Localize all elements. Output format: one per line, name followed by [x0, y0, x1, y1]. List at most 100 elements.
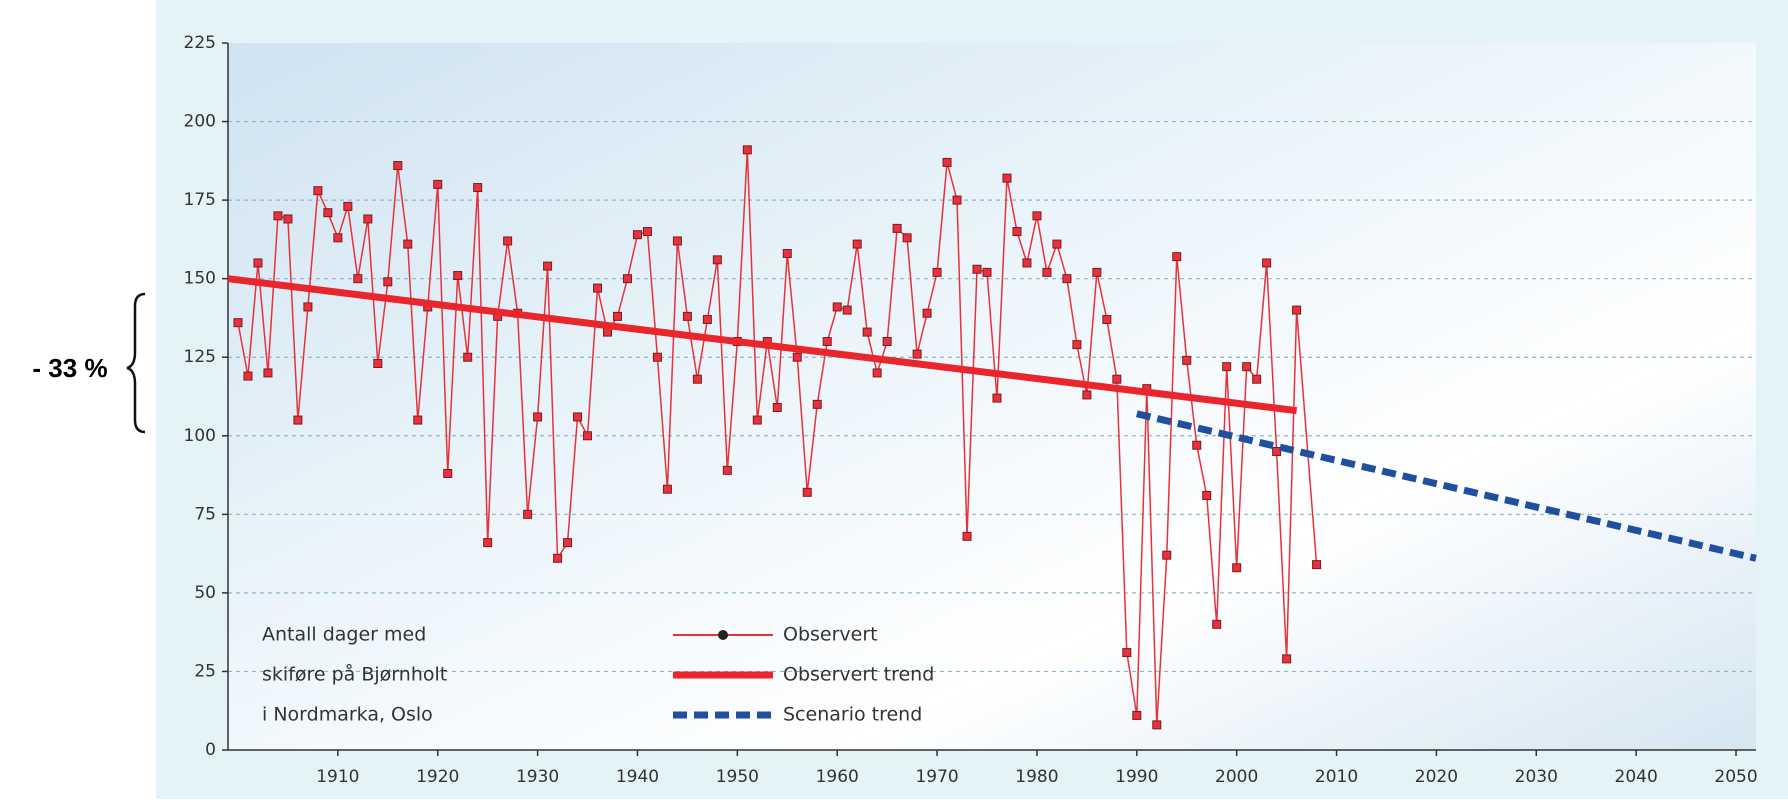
y-tick-label: 125: [184, 347, 216, 367]
data-point: [753, 416, 761, 424]
data-point: [1053, 240, 1061, 248]
x-tick-label: 2020: [1415, 767, 1458, 787]
y-tick-label: 150: [184, 269, 216, 289]
data-point: [1113, 375, 1121, 383]
data-point: [883, 338, 891, 346]
x-tick-label: 2030: [1515, 767, 1558, 787]
data-point: [793, 353, 801, 361]
data-point: [1263, 259, 1271, 267]
data-point: [414, 416, 422, 424]
data-point: [1273, 447, 1281, 455]
data-point: [993, 394, 1001, 402]
data-point: [1253, 375, 1261, 383]
data-point: [1013, 228, 1021, 236]
data-point: [723, 466, 731, 474]
data-point: [953, 196, 961, 204]
data-point: [823, 338, 831, 346]
data-point: [294, 416, 302, 424]
data-point: [863, 328, 871, 336]
data-point: [1043, 268, 1051, 276]
y-tick-label: 50: [194, 583, 216, 603]
legend-marker: [718, 630, 728, 640]
data-point: [284, 215, 292, 223]
legend-label: Observert: [783, 624, 878, 646]
data-point: [853, 240, 861, 248]
data-point: [1163, 551, 1171, 559]
data-point: [803, 488, 811, 496]
data-point: [1153, 721, 1161, 729]
x-tick-label: 1940: [616, 767, 659, 787]
data-point: [1003, 174, 1011, 182]
x-tick-label: 1930: [516, 767, 559, 787]
annotation: - 33 %: [32, 353, 107, 383]
legend-label: Scenario trend: [783, 704, 922, 726]
data-point: [1093, 268, 1101, 276]
data-point: [1183, 356, 1191, 364]
data-point: [943, 158, 951, 166]
data-point: [1133, 711, 1141, 719]
data-point: [1103, 316, 1111, 324]
data-point: [923, 309, 931, 317]
data-point: [653, 353, 661, 361]
data-point: [594, 284, 602, 292]
note-line: i Nordmarka, Oslo: [262, 704, 433, 726]
data-point: [893, 224, 901, 232]
data-point: [983, 268, 991, 276]
data-point: [394, 162, 402, 170]
data-point: [933, 268, 941, 276]
data-point: [833, 303, 841, 311]
data-point: [613, 312, 621, 320]
data-point: [973, 265, 981, 273]
y-tick-label: 75: [194, 504, 216, 524]
data-point: [1033, 212, 1041, 220]
data-point: [1203, 491, 1211, 499]
data-point: [633, 231, 641, 239]
brace: [127, 294, 145, 432]
y-tick-label: 100: [184, 426, 216, 446]
data-point: [1193, 441, 1201, 449]
data-point: [304, 303, 312, 311]
data-point: [783, 250, 791, 258]
data-point: [743, 146, 751, 154]
data-point: [484, 539, 492, 547]
data-point: [1073, 341, 1081, 349]
chart: - 33 % 025507510012515017520022519101920…: [0, 0, 1788, 799]
data-point: [703, 316, 711, 324]
x-tick-label: 1950: [716, 767, 759, 787]
data-point: [693, 375, 701, 383]
data-point: [404, 240, 412, 248]
data-point: [1233, 564, 1241, 572]
data-point: [1083, 391, 1091, 399]
x-tick-label: 1960: [816, 767, 859, 787]
x-tick-label: 1980: [1015, 767, 1058, 787]
data-point: [574, 413, 582, 421]
data-point: [713, 256, 721, 264]
note-line: skiføre på Bjørnholt: [262, 663, 447, 686]
data-point: [274, 212, 282, 220]
data-point: [1283, 655, 1291, 663]
data-point: [963, 532, 971, 540]
legend-label: Observert trend: [783, 664, 934, 686]
data-point: [1223, 363, 1231, 371]
data-point: [683, 312, 691, 320]
data-point: [504, 237, 512, 245]
data-point: [584, 432, 592, 440]
data-point: [374, 360, 382, 368]
data-point: [843, 306, 851, 314]
data-point: [314, 187, 322, 195]
data-point: [1123, 649, 1131, 657]
y-tick-label: 225: [184, 33, 216, 53]
y-tick-label: 200: [184, 112, 216, 132]
data-point: [1173, 253, 1181, 261]
data-point: [384, 278, 392, 286]
data-point: [643, 228, 651, 236]
data-point: [813, 400, 821, 408]
data-point: [673, 237, 681, 245]
x-tick-label: 2050: [1714, 767, 1757, 787]
data-point: [354, 275, 362, 283]
data-point: [903, 234, 911, 242]
data-point: [773, 403, 781, 411]
y-tick-label: 0: [205, 740, 216, 760]
x-tick-label: 2010: [1315, 767, 1358, 787]
data-point: [264, 369, 272, 377]
